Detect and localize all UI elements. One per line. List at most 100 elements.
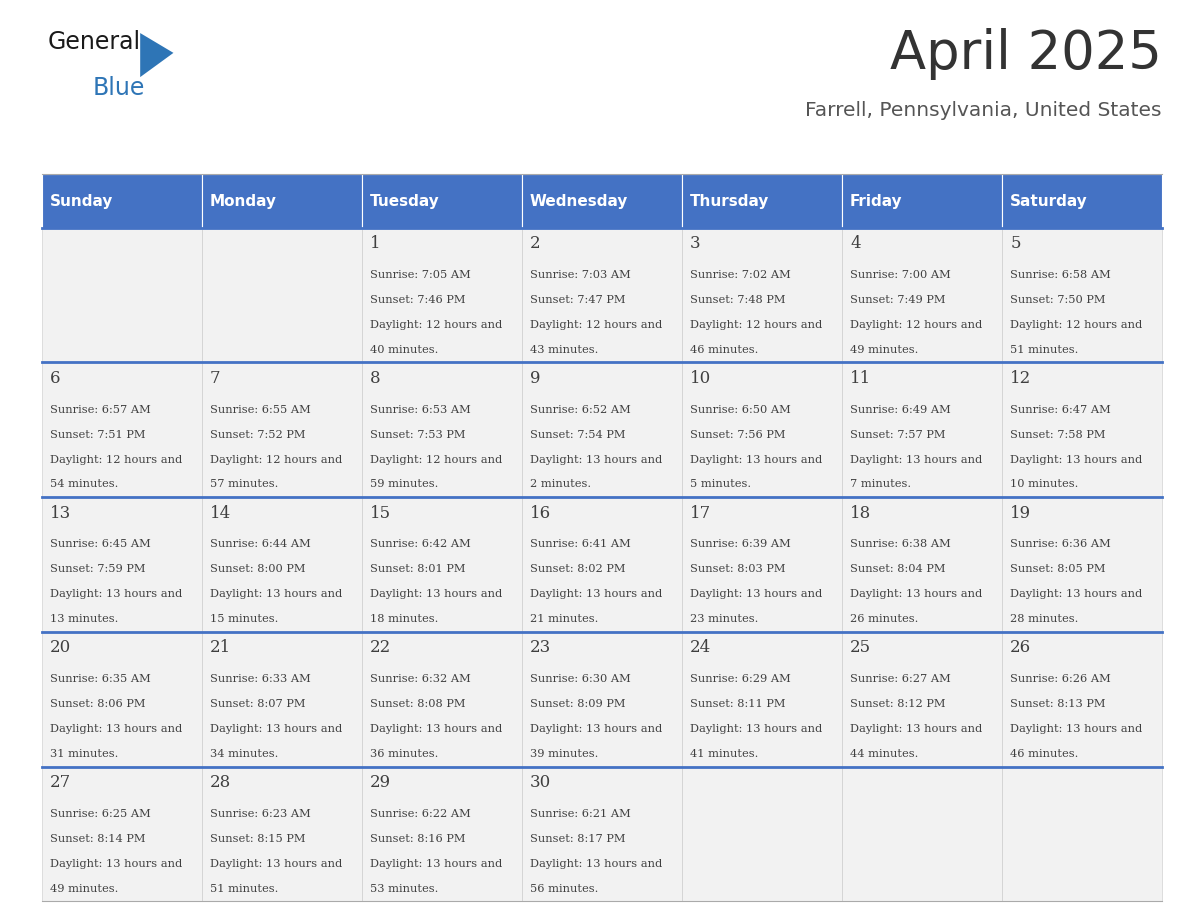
Text: 59 minutes.: 59 minutes. [369, 479, 438, 489]
Bar [202, 363, 361, 498]
Text: 14: 14 [210, 505, 232, 521]
Text: 31 minutes.: 31 minutes. [50, 749, 119, 759]
Text: 26: 26 [1010, 639, 1031, 656]
Text: 28 minutes.: 28 minutes. [1010, 614, 1079, 624]
Text: Daylight: 13 hours and: Daylight: 13 hours and [851, 724, 982, 734]
Text: 19: 19 [1010, 505, 1031, 521]
Text: 18: 18 [851, 505, 871, 521]
Text: Daylight: 13 hours and: Daylight: 13 hours and [210, 859, 342, 868]
Bar [361, 228, 522, 363]
Text: Sunrise: 6:26 AM: Sunrise: 6:26 AM [1010, 674, 1111, 684]
Bar [842, 363, 1001, 498]
Text: 15: 15 [369, 505, 391, 521]
Text: 46 minutes.: 46 minutes. [1010, 749, 1079, 759]
Text: Sunset: 7:56 PM: Sunset: 7:56 PM [690, 430, 785, 440]
Text: 21 minutes.: 21 minutes. [530, 614, 599, 624]
Bar [522, 498, 682, 632]
Text: Sunrise: 7:05 AM: Sunrise: 7:05 AM [369, 270, 470, 280]
Text: Sunset: 8:15 PM: Sunset: 8:15 PM [210, 834, 305, 844]
Text: 24: 24 [690, 639, 712, 656]
Text: Daylight: 13 hours and: Daylight: 13 hours and [50, 859, 182, 868]
Bar [361, 632, 522, 767]
Text: 46 minutes.: 46 minutes. [690, 344, 758, 354]
Text: Sunrise: 7:02 AM: Sunrise: 7:02 AM [690, 270, 791, 280]
Text: Sunrise: 6:50 AM: Sunrise: 6:50 AM [690, 405, 791, 415]
Text: Sunset: 8:13 PM: Sunset: 8:13 PM [1010, 700, 1106, 709]
Text: Daylight: 13 hours and: Daylight: 13 hours and [530, 589, 662, 599]
Text: Sunrise: 6:25 AM: Sunrise: 6:25 AM [50, 809, 151, 819]
Text: 18 minutes.: 18 minutes. [369, 614, 438, 624]
Text: Sunset: 8:09 PM: Sunset: 8:09 PM [530, 700, 626, 709]
Text: Sunrise: 7:03 AM: Sunrise: 7:03 AM [530, 270, 631, 280]
Bar [202, 498, 361, 632]
Text: Sunrise: 6:33 AM: Sunrise: 6:33 AM [210, 674, 311, 684]
Text: 7 minutes.: 7 minutes. [851, 479, 911, 489]
Text: 23: 23 [530, 639, 551, 656]
Text: 13 minutes.: 13 minutes. [50, 614, 119, 624]
Text: Sunset: 8:04 PM: Sunset: 8:04 PM [851, 565, 946, 575]
Bar [842, 174, 1001, 228]
Text: Sunrise: 6:29 AM: Sunrise: 6:29 AM [690, 674, 791, 684]
Text: Sunrise: 6:53 AM: Sunrise: 6:53 AM [369, 405, 470, 415]
Text: 40 minutes.: 40 minutes. [369, 344, 438, 354]
Text: Daylight: 13 hours and: Daylight: 13 hours and [210, 589, 342, 599]
Text: Daylight: 13 hours and: Daylight: 13 hours and [690, 589, 822, 599]
Text: Sunset: 7:57 PM: Sunset: 7:57 PM [851, 430, 946, 440]
Text: Daylight: 13 hours and: Daylight: 13 hours and [530, 454, 662, 465]
Text: Sunrise: 6:52 AM: Sunrise: 6:52 AM [530, 405, 631, 415]
Text: Sunrise: 6:44 AM: Sunrise: 6:44 AM [210, 540, 311, 549]
Text: Daylight: 13 hours and: Daylight: 13 hours and [369, 724, 503, 734]
Text: Sunday: Sunday [50, 194, 113, 208]
Text: 39 minutes.: 39 minutes. [530, 749, 599, 759]
Text: Daylight: 13 hours and: Daylight: 13 hours and [690, 454, 822, 465]
Text: 43 minutes.: 43 minutes. [530, 344, 599, 354]
Text: 5: 5 [1010, 235, 1020, 252]
Text: 26 minutes.: 26 minutes. [851, 614, 918, 624]
Text: 29: 29 [369, 774, 391, 791]
Text: 57 minutes.: 57 minutes. [210, 479, 278, 489]
Text: 8: 8 [369, 370, 380, 386]
Text: Sunset: 7:53 PM: Sunset: 7:53 PM [369, 430, 466, 440]
Bar [361, 174, 522, 228]
Text: Sunrise: 6:38 AM: Sunrise: 6:38 AM [851, 540, 950, 549]
Text: Sunset: 7:50 PM: Sunset: 7:50 PM [1010, 295, 1106, 305]
Text: Sunset: 8:01 PM: Sunset: 8:01 PM [369, 565, 466, 575]
Bar [522, 174, 682, 228]
Bar [1001, 498, 1162, 632]
Text: 15 minutes.: 15 minutes. [210, 614, 278, 624]
Text: Sunrise: 6:22 AM: Sunrise: 6:22 AM [369, 809, 470, 819]
Bar [522, 363, 682, 498]
Text: Sunrise: 6:42 AM: Sunrise: 6:42 AM [369, 540, 470, 549]
Bar [842, 228, 1001, 363]
Text: Sunrise: 6:32 AM: Sunrise: 6:32 AM [369, 674, 470, 684]
Text: 44 minutes.: 44 minutes. [851, 749, 918, 759]
Text: Sunrise: 6:39 AM: Sunrise: 6:39 AM [690, 540, 791, 549]
Text: Daylight: 13 hours and: Daylight: 13 hours and [690, 724, 822, 734]
Text: 13: 13 [50, 505, 71, 521]
Bar [42, 363, 202, 498]
Bar [1001, 632, 1162, 767]
Bar [42, 632, 202, 767]
Text: 53 minutes.: 53 minutes. [369, 884, 438, 894]
Bar [361, 363, 522, 498]
Text: 25: 25 [851, 639, 871, 656]
Text: Thursday: Thursday [690, 194, 770, 208]
Bar [682, 228, 842, 363]
Bar [42, 174, 202, 228]
Bar [522, 632, 682, 767]
Text: Sunset: 8:00 PM: Sunset: 8:00 PM [210, 565, 305, 575]
Text: Sunset: 8:05 PM: Sunset: 8:05 PM [1010, 565, 1106, 575]
Text: Daylight: 13 hours and: Daylight: 13 hours and [50, 724, 182, 734]
Text: 51 minutes.: 51 minutes. [1010, 344, 1079, 354]
Text: Farrell, Pennsylvania, United States: Farrell, Pennsylvania, United States [805, 101, 1162, 120]
Bar [202, 174, 361, 228]
Text: 56 minutes.: 56 minutes. [530, 884, 599, 894]
Text: Sunset: 8:06 PM: Sunset: 8:06 PM [50, 700, 145, 709]
Text: Sunrise: 6:27 AM: Sunrise: 6:27 AM [851, 674, 950, 684]
Text: Daylight: 13 hours and: Daylight: 13 hours and [530, 724, 662, 734]
Text: Sunset: 8:16 PM: Sunset: 8:16 PM [369, 834, 466, 844]
Text: Daylight: 13 hours and: Daylight: 13 hours and [369, 859, 503, 868]
Text: 6: 6 [50, 370, 61, 386]
Bar [1001, 228, 1162, 363]
Bar [1001, 363, 1162, 498]
